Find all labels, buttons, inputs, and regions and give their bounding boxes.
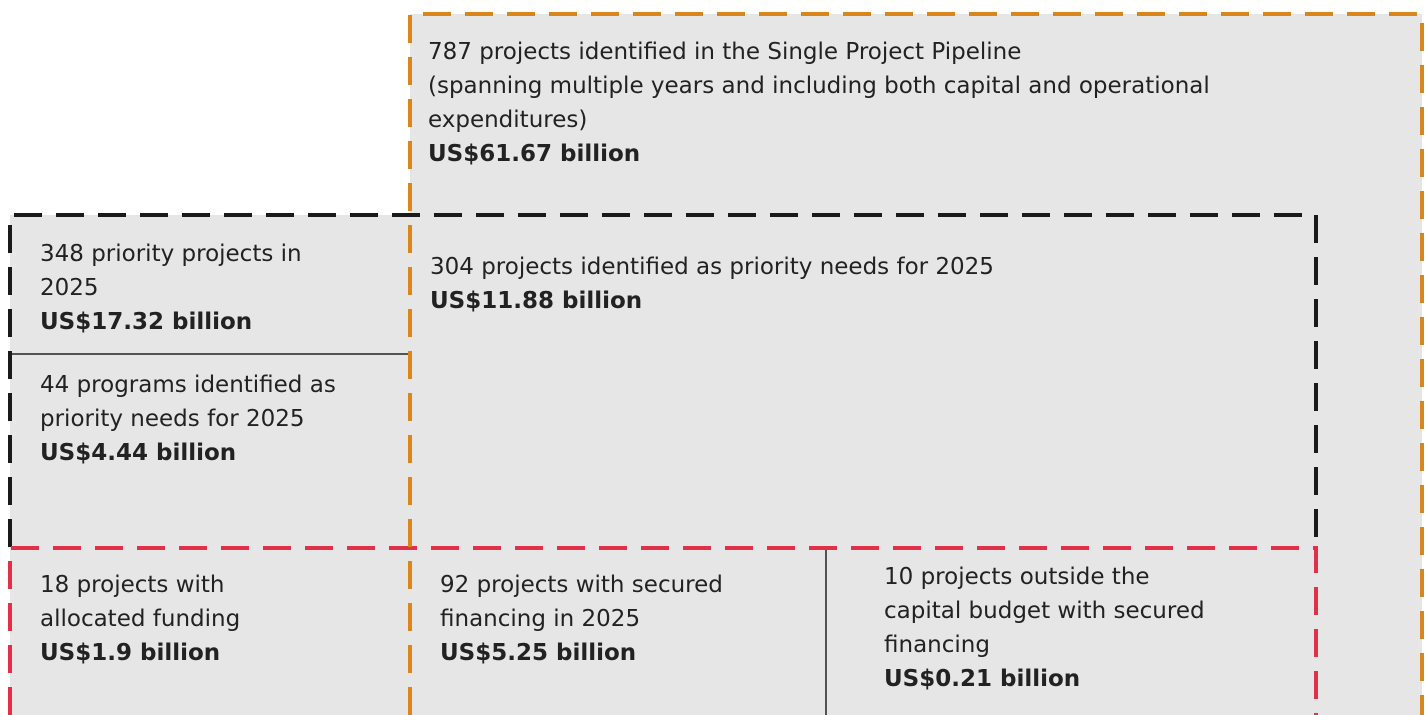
- box-text: expenditures): [428, 107, 588, 133]
- priority-area: [10, 215, 410, 715]
- box-text: financing in 2025: [440, 606, 641, 632]
- box-text: allocated funding: [40, 606, 241, 632]
- box: 92 projects with secured financing in 202…: [440, 568, 723, 670]
- box-value: US$1.9 billion: [40, 640, 221, 666]
- box-text: capital budget with secured: [884, 598, 1205, 624]
- box-value: US$5.25 billion: [440, 640, 637, 666]
- box-text: priority needs for 2025: [40, 406, 305, 432]
- priority-border: [8, 213, 1318, 715]
- box-text: (spanning multiple years and including b…: [428, 73, 1210, 99]
- box-text: 44 programs identified as: [40, 372, 336, 398]
- box-text: 787 projects identified in the Single Pr…: [428, 39, 1022, 65]
- pipeline-border: [408, 12, 1424, 715]
- box-text: 92 projects with secured: [440, 572, 723, 598]
- box-text: 304 projects identified as priority need…: [430, 254, 994, 280]
- box-text: 2025: [40, 275, 99, 301]
- box: 787 projects identified in the Single Pr…: [428, 35, 1210, 171]
- box: 10 projects outside the capital budget wi…: [884, 560, 1205, 696]
- box-text: 10 projects outside the: [884, 564, 1150, 590]
- box-value: US$0.21 billion: [884, 666, 1081, 692]
- box-text: financing: [884, 632, 990, 658]
- box-text: 18 projects with: [40, 572, 225, 598]
- box: 44 programs identified as priority needs …: [40, 368, 336, 470]
- financing-border: [8, 546, 1318, 715]
- pipeline-area: [410, 14, 1422, 715]
- box-value: US$61.67 billion: [428, 141, 641, 167]
- box-value: US$4.44 billion: [40, 440, 237, 466]
- box: 348 priority projects in 2025 US$17.32 bil…: [40, 237, 302, 339]
- box: 18 projects with allocated funding US$1.9 …: [40, 568, 240, 670]
- box-text: 348 priority projects in: [40, 241, 302, 267]
- box: 304 projects identified as priority need…: [430, 250, 994, 318]
- box-value: US$17.32 billion: [40, 309, 253, 335]
- box-value: US$11.88 billion: [430, 288, 643, 314]
